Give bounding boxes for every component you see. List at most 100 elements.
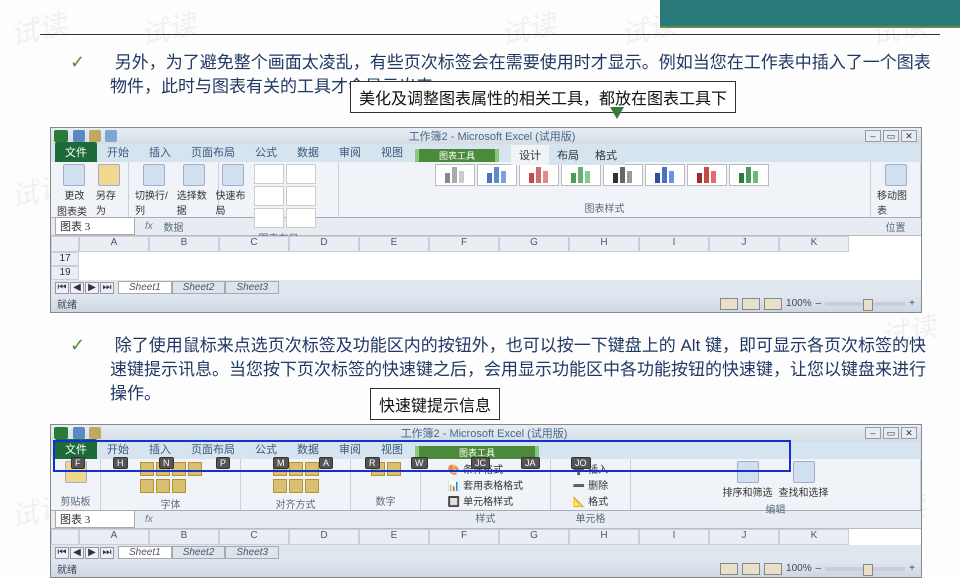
column-header[interactable]: A (79, 236, 149, 252)
column-header[interactable]: J (709, 529, 779, 545)
column-header[interactable]: E (359, 236, 429, 252)
column-header[interactable]: B (149, 236, 219, 252)
sheet-nav-next[interactable]: ▶ (85, 282, 99, 294)
tab-view[interactable]: 视图 (371, 142, 413, 162)
move-chart-button[interactable]: 移动图表 (877, 164, 914, 217)
qat-undo-icon[interactable] (89, 427, 101, 439)
chart-layout-gallery[interactable] (254, 164, 341, 228)
sheet-nav-last[interactable]: ⏭ (100, 282, 114, 294)
qat-redo-icon[interactable] (105, 130, 117, 142)
zoom-slider[interactable] (825, 302, 905, 306)
column-header[interactable]: K (779, 529, 849, 545)
column-header[interactable]: I (639, 529, 709, 545)
tab-file[interactable]: 文件 (55, 142, 97, 162)
qat-save-icon[interactable] (73, 427, 85, 439)
view-normal-button[interactable] (720, 563, 738, 575)
view-pagebreak-button[interactable] (764, 298, 782, 310)
qat-save-icon[interactable] (73, 130, 85, 142)
tab-formulas[interactable]: 公式 (245, 142, 287, 162)
ctab-format[interactable]: 格式 (587, 145, 625, 165)
chart-style-option[interactable] (729, 164, 769, 186)
row-header[interactable]: 17 (51, 252, 79, 266)
tab-review[interactable]: 审阅 (329, 142, 371, 162)
row-header[interactable]: 19 (51, 266, 79, 280)
name-box[interactable]: 图表 3 (55, 217, 135, 235)
chart-style-option[interactable] (561, 164, 601, 186)
status-text: 就绪 (57, 296, 77, 311)
column-header[interactable]: B (149, 529, 219, 545)
close-button[interactable]: ✕ (901, 130, 917, 142)
column-header[interactable]: G (499, 529, 569, 545)
minimize-button[interactable]: – (865, 427, 881, 439)
chart-style-option[interactable] (645, 164, 685, 186)
sheet-nav-first[interactable]: ⏮ (55, 282, 69, 294)
chart-style-option[interactable] (519, 164, 559, 186)
column-header[interactable]: G (499, 236, 569, 252)
column-header[interactable]: D (289, 236, 359, 252)
select-data-button[interactable]: 选择数据 (177, 164, 212, 217)
chart-styles-gallery[interactable] (435, 164, 775, 186)
column-header[interactable]: C (219, 529, 289, 545)
worksheet-area-2[interactable]: ABCDEFGHIJK (51, 529, 921, 545)
arrow-down-icon (610, 107, 624, 119)
ctab-design[interactable]: 设计 (511, 145, 549, 165)
delete-cells-button[interactable]: ➖ 删除 (573, 477, 608, 492)
view-pagelayout-button[interactable] (742, 298, 760, 310)
switch-row-col-button[interactable]: 切换行/列 (135, 164, 173, 217)
sheet-tab-1[interactable]: Sheet1 (118, 546, 172, 559)
column-header[interactable]: J (709, 236, 779, 252)
sheet-tab-1[interactable]: Sheet1 (118, 281, 172, 294)
chart-style-option[interactable] (687, 164, 727, 186)
cell-styles-button[interactable]: 🔲 单元格样式 (448, 493, 523, 508)
format-cells-button[interactable]: 📐 格式 (573, 493, 608, 508)
column-header[interactable]: H (569, 236, 639, 252)
select-all-corner[interactable] (51, 236, 79, 252)
maximize-button[interactable]: ▭ (883, 130, 899, 142)
chart-style-option[interactable] (603, 164, 643, 186)
column-header[interactable]: D (289, 529, 359, 545)
tab-insert[interactable]: 插入 (139, 142, 181, 162)
zoom-in-button[interactable]: + (909, 563, 915, 574)
close-button[interactable]: ✕ (901, 427, 917, 439)
sheet-nav-next[interactable]: ▶ (85, 547, 99, 559)
sheet-nav-first[interactable]: ⏮ (55, 547, 69, 559)
column-header[interactable]: E (359, 529, 429, 545)
sheet-nav-prev[interactable]: ◀ (70, 282, 84, 294)
view-pagebreak-button[interactable] (764, 563, 782, 575)
zoom-out-button[interactable]: – (816, 298, 822, 309)
sheet-tab-3[interactable]: Sheet3 (225, 546, 279, 559)
column-header[interactable]: C (219, 236, 289, 252)
column-header[interactable]: I (639, 236, 709, 252)
column-header[interactable]: H (569, 529, 639, 545)
table-format-button[interactable]: 📊 套用表格格式 (448, 477, 523, 492)
tab-data[interactable]: 数据 (287, 142, 329, 162)
ctab-layout[interactable]: 布局 (549, 145, 587, 165)
qat-undo-icon[interactable] (89, 130, 101, 142)
sheet-nav-prev[interactable]: ◀ (70, 547, 84, 559)
view-normal-button[interactable] (720, 298, 738, 310)
select-all-corner[interactable] (51, 529, 79, 545)
chart-style-option[interactable] (477, 164, 517, 186)
quick-layout-button[interactable]: 快速布局 (216, 164, 251, 217)
sheet-tab-2[interactable]: Sheet2 (172, 281, 226, 294)
sheet-tab-3[interactable]: Sheet3 (225, 281, 279, 294)
minimize-button[interactable]: – (865, 130, 881, 142)
zoom-out-button[interactable]: – (816, 563, 822, 574)
tab-home[interactable]: 开始 (97, 142, 139, 162)
fx-icon[interactable]: fx (145, 514, 153, 525)
column-header[interactable]: K (779, 236, 849, 252)
sheet-tab-2[interactable]: Sheet2 (172, 546, 226, 559)
zoom-slider[interactable] (825, 567, 905, 571)
name-box-2[interactable]: 图表 3 (55, 510, 135, 528)
column-header[interactable]: F (429, 529, 499, 545)
view-pagelayout-button[interactable] (742, 563, 760, 575)
tab-layout[interactable]: 页面布局 (181, 142, 245, 162)
column-header[interactable]: A (79, 529, 149, 545)
worksheet-area[interactable]: ABCDEFGHIJK 17 19 (51, 236, 921, 280)
sheet-nav-last[interactable]: ⏭ (100, 547, 114, 559)
chart-style-option[interactable] (435, 164, 475, 186)
fx-icon[interactable]: fx (145, 221, 153, 232)
maximize-button[interactable]: ▭ (883, 427, 899, 439)
column-header[interactable]: F (429, 236, 499, 252)
zoom-in-button[interactable]: + (909, 298, 915, 309)
